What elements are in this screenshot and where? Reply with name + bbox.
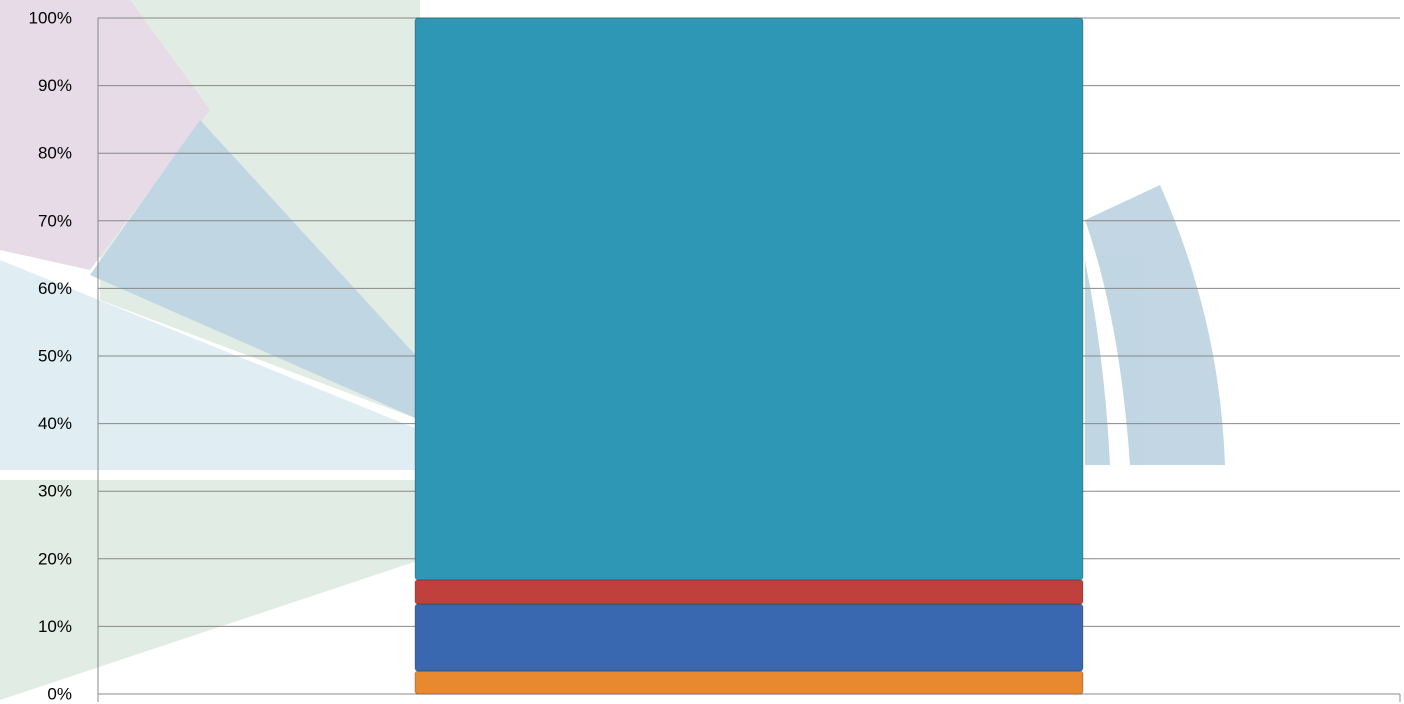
y-tick-label: 40% (38, 414, 72, 433)
y-tick-label: 0% (47, 684, 72, 703)
y-tick-label: 10% (38, 617, 72, 636)
chart: 0% 10% 20% 30% 40% 50% 60% 70% 80% 90% 100% (0, 0, 1404, 704)
y-tick-label: 20% (38, 549, 72, 568)
bar-segment (415, 604, 1083, 671)
y-tick-label: 70% (38, 211, 72, 230)
y-tick-label: 80% (38, 144, 72, 163)
bar-segment (415, 671, 1083, 694)
bar-segment (415, 580, 1083, 604)
y-tick-label: 30% (38, 482, 72, 501)
bar-segment (415, 18, 1083, 580)
y-tick-label: 60% (38, 279, 72, 298)
y-tick-label: 50% (38, 346, 72, 365)
y-tick-label: 100% (29, 8, 72, 27)
y-tick-label: 90% (38, 76, 72, 95)
